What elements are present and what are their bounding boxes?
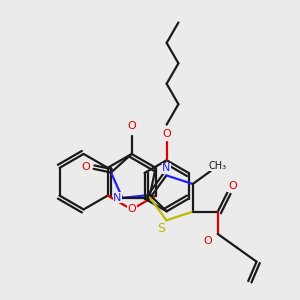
Text: O: O: [162, 128, 171, 139]
Text: O: O: [228, 182, 237, 191]
Text: O: O: [127, 121, 136, 131]
Text: O: O: [127, 204, 136, 214]
Text: O: O: [82, 162, 90, 172]
Text: CH₃: CH₃: [209, 161, 227, 171]
Text: S: S: [158, 222, 165, 235]
Text: O: O: [203, 236, 212, 246]
Text: N: N: [113, 193, 122, 203]
Text: N: N: [162, 164, 171, 173]
